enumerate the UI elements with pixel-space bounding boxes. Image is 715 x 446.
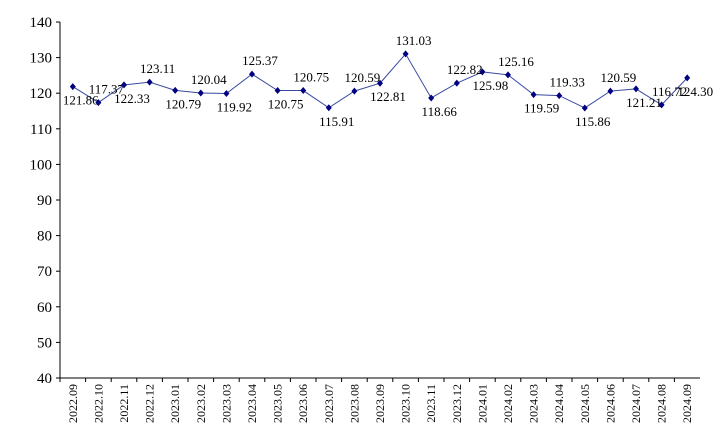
y-tick-label: 100 bbox=[30, 157, 53, 173]
data-label: 120.59 bbox=[601, 70, 637, 85]
data-label: 125.16 bbox=[498, 54, 534, 69]
data-label: 115.86 bbox=[575, 114, 611, 129]
marker bbox=[633, 85, 639, 93]
data-label: 120.75 bbox=[268, 97, 304, 112]
marker bbox=[658, 101, 665, 109]
marker bbox=[223, 89, 230, 97]
y-tick-label: 120 bbox=[30, 86, 53, 102]
marker bbox=[172, 86, 179, 94]
x-tick-label: 2024.03 bbox=[527, 384, 541, 423]
data-label: 117.37 bbox=[89, 82, 125, 97]
x-tick-label: 2023.01 bbox=[168, 384, 182, 423]
marker bbox=[249, 70, 255, 78]
data-label: 119.92 bbox=[217, 99, 252, 114]
x-tick-label: 2022.09 bbox=[66, 384, 80, 423]
x-tick-label: 2023.02 bbox=[194, 384, 208, 423]
marker bbox=[69, 83, 76, 91]
data-label: 119.59 bbox=[524, 101, 559, 116]
data-label: 122.33 bbox=[114, 91, 150, 106]
x-tick-label: 2024.02 bbox=[501, 384, 515, 423]
y-tick-label: 80 bbox=[37, 229, 52, 245]
marker bbox=[607, 87, 614, 95]
data-label: 122.81 bbox=[370, 89, 406, 104]
marker bbox=[274, 87, 281, 95]
marker bbox=[197, 89, 204, 97]
x-tick-label: 2023.12 bbox=[450, 384, 464, 423]
marker bbox=[684, 74, 691, 82]
y-tick-label: 60 bbox=[37, 300, 52, 316]
data-label: 120.75 bbox=[293, 70, 329, 85]
marker bbox=[95, 99, 102, 107]
marker bbox=[146, 78, 153, 86]
x-tick-label: 2023.09 bbox=[373, 384, 387, 423]
data-label: 125.37 bbox=[242, 53, 278, 68]
marker bbox=[556, 92, 563, 100]
marker bbox=[428, 94, 435, 102]
marker bbox=[530, 91, 537, 99]
y-tick-label: 50 bbox=[37, 335, 52, 351]
x-tick-label: 2024.05 bbox=[578, 384, 592, 423]
data-label: 120.79 bbox=[165, 96, 201, 111]
x-tick-label: 2024.06 bbox=[603, 384, 617, 423]
x-tick-label: 2024.07 bbox=[629, 384, 643, 423]
marker bbox=[479, 68, 486, 76]
data-label: 120.04 bbox=[191, 72, 227, 87]
x-tick-label: 2023.04 bbox=[245, 384, 259, 423]
data-label: 118.66 bbox=[422, 104, 458, 119]
marker bbox=[505, 71, 511, 79]
x-tick-label: 2023.03 bbox=[219, 384, 233, 423]
data-label: 120.59 bbox=[345, 70, 381, 85]
data-label: 123.11 bbox=[140, 61, 175, 76]
x-tick-label: 2024.08 bbox=[655, 384, 669, 423]
x-tick-label: 2023.08 bbox=[347, 384, 361, 423]
data-label: 115.91 bbox=[319, 114, 354, 129]
data-label: 121.21 bbox=[626, 95, 662, 110]
marker bbox=[581, 104, 588, 112]
y-tick-label: 70 bbox=[37, 264, 52, 280]
data-label: 116.72 bbox=[652, 84, 687, 99]
marker bbox=[121, 81, 127, 89]
marker bbox=[300, 87, 307, 95]
x-tick-label: 2024.09 bbox=[680, 384, 694, 423]
x-tick-label: 2023.11 bbox=[424, 384, 438, 423]
data-label: 131.03 bbox=[396, 33, 432, 48]
data-label: 125.98 bbox=[473, 78, 509, 93]
y-tick-label: 90 bbox=[37, 193, 52, 209]
marker bbox=[351, 87, 358, 95]
marker bbox=[325, 104, 332, 112]
data-label: 124.30 bbox=[677, 84, 713, 99]
x-tick-label: 2023.07 bbox=[322, 384, 336, 423]
y-tick-label: 130 bbox=[30, 51, 53, 67]
x-tick-label: 2022.10 bbox=[91, 384, 105, 423]
y-tick-label: 140 bbox=[30, 15, 53, 31]
x-tick-label: 2022.11 bbox=[117, 384, 131, 423]
marker bbox=[377, 79, 383, 87]
x-tick-label: 2022.12 bbox=[143, 384, 157, 423]
x-tick-label: 2023.10 bbox=[399, 384, 413, 423]
y-tick-label: 40 bbox=[37, 371, 52, 387]
x-tick-label: 2023.06 bbox=[296, 384, 310, 423]
y-tick-label: 110 bbox=[30, 122, 52, 138]
data-label: 119.33 bbox=[550, 75, 585, 90]
data-label: 122.82 bbox=[447, 62, 483, 77]
marker bbox=[402, 50, 409, 58]
x-tick-label: 2024.04 bbox=[552, 384, 566, 423]
marker bbox=[453, 79, 460, 87]
x-tick-label: 2024.01 bbox=[475, 384, 489, 423]
data-label: 121.86 bbox=[63, 93, 99, 108]
x-tick-label: 2023.05 bbox=[271, 384, 285, 423]
